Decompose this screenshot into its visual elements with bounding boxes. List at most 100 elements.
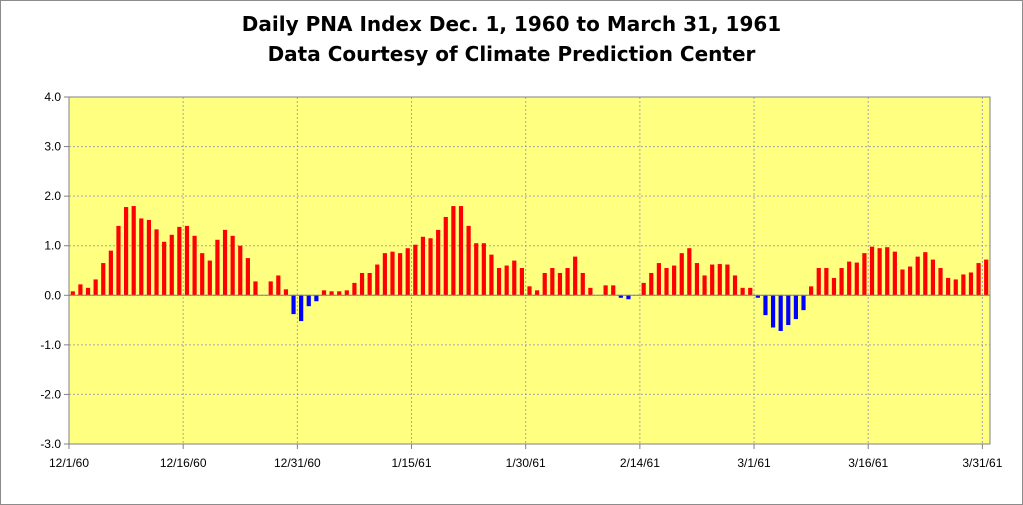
bar-positive bbox=[154, 229, 159, 296]
bar-positive bbox=[458, 206, 464, 296]
bar-positive bbox=[283, 289, 289, 296]
bar-positive bbox=[451, 206, 456, 296]
bar-positive bbox=[542, 272, 547, 296]
bar-positive bbox=[519, 268, 524, 296]
bar-positive bbox=[344, 290, 349, 296]
bar-positive bbox=[984, 259, 989, 296]
bar-positive bbox=[565, 268, 570, 296]
bar-positive bbox=[466, 225, 471, 296]
bar-positive bbox=[672, 265, 677, 296]
bar-positive bbox=[930, 259, 936, 296]
bar-positive bbox=[641, 282, 646, 296]
bar-positive bbox=[123, 207, 129, 296]
bar-positive bbox=[816, 268, 821, 296]
x-axis-ticks: 12/1/60 12/16/60 12/31/60 1/15/61 1/30/61 2/1… bbox=[49, 444, 1003, 470]
bar-positive bbox=[694, 263, 700, 296]
bar-series bbox=[70, 206, 989, 331]
bar-positive bbox=[245, 258, 250, 296]
bar-positive bbox=[915, 256, 920, 296]
bar-positive bbox=[496, 268, 502, 296]
bar-positive bbox=[976, 263, 981, 296]
bar-positive bbox=[557, 272, 563, 296]
bar-positive bbox=[839, 268, 844, 296]
bar-positive bbox=[184, 225, 190, 296]
bar-positive bbox=[907, 266, 913, 296]
bar-positive bbox=[649, 272, 654, 296]
bar-positive bbox=[748, 287, 753, 296]
bar-positive bbox=[679, 253, 684, 296]
bar-positive bbox=[101, 263, 106, 296]
bar-positive bbox=[732, 275, 738, 296]
bar-positive bbox=[550, 268, 555, 296]
bar-positive bbox=[337, 291, 342, 296]
bar-positive bbox=[276, 275, 281, 296]
bar-positive bbox=[390, 251, 395, 296]
y-tick-label: -1.0 bbox=[40, 338, 61, 352]
bar-positive bbox=[740, 287, 745, 296]
y-tick-label: 3.0 bbox=[44, 140, 61, 154]
bar-positive bbox=[93, 279, 98, 296]
bar-positive bbox=[656, 263, 661, 296]
bar-negative bbox=[299, 295, 304, 322]
bar-negative bbox=[755, 295, 760, 298]
x-tick-label: 1/15/61 bbox=[391, 456, 431, 470]
y-tick-label: -3.0 bbox=[40, 437, 61, 451]
y-axis-ticks: 4.0 3.0 2.0 1.0 0.0 -1.0 -2.0 -3.0 bbox=[40, 90, 69, 451]
bar-negative bbox=[314, 295, 319, 302]
bar-positive bbox=[877, 248, 882, 296]
bar-positive bbox=[268, 281, 273, 296]
x-tick-label: 3/31/61 bbox=[962, 456, 1002, 470]
bar-positive bbox=[862, 253, 867, 296]
bar-positive bbox=[504, 265, 509, 296]
x-tick-label: 12/31/60 bbox=[274, 456, 321, 470]
bar-positive bbox=[169, 234, 174, 296]
bar-positive bbox=[687, 248, 692, 296]
bar-positive bbox=[809, 286, 814, 296]
bar-positive bbox=[961, 274, 966, 296]
bar-positive bbox=[398, 253, 403, 296]
bar-positive bbox=[725, 264, 730, 296]
bar-positive bbox=[428, 238, 433, 296]
bar-positive bbox=[946, 277, 951, 296]
bar-positive bbox=[352, 282, 357, 296]
bar-positive bbox=[238, 245, 243, 296]
bar-positive bbox=[603, 285, 608, 296]
bar-positive bbox=[512, 260, 517, 296]
chart-subtitle: Data Courtesy of Climate Prediction Cent… bbox=[267, 42, 756, 66]
bar-positive bbox=[108, 250, 113, 296]
bar-positive bbox=[139, 218, 144, 296]
bar-positive bbox=[420, 236, 426, 296]
bar-positive bbox=[413, 244, 418, 296]
bar-positive bbox=[192, 235, 197, 296]
bar-positive bbox=[131, 206, 136, 296]
bar-positive bbox=[953, 279, 958, 296]
bar-positive bbox=[664, 268, 669, 296]
bar-negative bbox=[793, 295, 798, 320]
bar-positive bbox=[253, 281, 258, 296]
y-tick-label: 1.0 bbox=[44, 239, 61, 253]
bar-positive bbox=[702, 275, 707, 296]
bar-positive bbox=[588, 287, 593, 296]
bar-positive bbox=[535, 290, 540, 296]
bar-negative bbox=[786, 295, 791, 326]
y-tick-label: 0.0 bbox=[44, 288, 61, 302]
bar-negative bbox=[778, 295, 783, 331]
bar-positive bbox=[116, 225, 121, 296]
bar-negative bbox=[626, 295, 631, 300]
bar-positive bbox=[321, 290, 327, 296]
bar-positive bbox=[78, 284, 83, 296]
bar-negative bbox=[618, 295, 623, 298]
y-tick-label: -2.0 bbox=[40, 387, 61, 401]
plot-area bbox=[69, 97, 990, 444]
bar-positive bbox=[207, 260, 212, 296]
bar-positive bbox=[923, 252, 928, 296]
bar-negative bbox=[291, 295, 296, 315]
bar-negative bbox=[306, 295, 311, 307]
bar-positive bbox=[375, 264, 380, 296]
x-tick-label: 3/1/61 bbox=[737, 456, 771, 470]
bar-positive bbox=[938, 268, 943, 296]
bar-positive bbox=[405, 248, 410, 296]
bar-positive bbox=[85, 287, 91, 296]
chart-title: Daily PNA Index Dec. 1, 1960 to March 31… bbox=[241, 12, 782, 36]
